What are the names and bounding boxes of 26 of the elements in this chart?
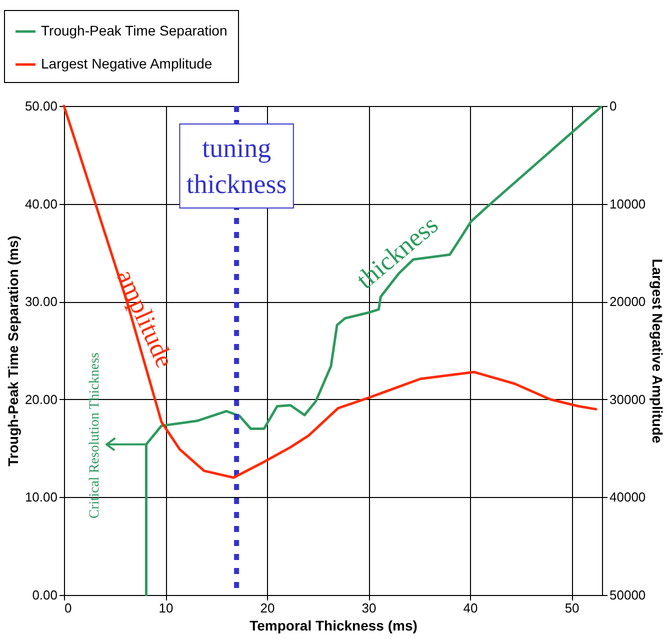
y-tick-label: 50.00 bbox=[24, 98, 58, 114]
y-tick-label: 40.00 bbox=[24, 196, 58, 212]
y2-tick-label: 50000 bbox=[610, 588, 646, 602]
x-tick-label: 40 bbox=[463, 600, 478, 616]
x-tick-label: 10 bbox=[158, 600, 174, 616]
y-tick-label: 10.00 bbox=[24, 490, 58, 505]
x-tick-label: 30 bbox=[362, 600, 376, 616]
annotation: Critical Resolution Thickness bbox=[88, 352, 103, 519]
y2-tick-label: 0 bbox=[610, 98, 617, 114]
x-tick-label: 0 bbox=[64, 600, 72, 616]
y2-tick-label: 20000 bbox=[610, 294, 646, 310]
x-tick-label: 20 bbox=[260, 600, 275, 616]
legend-label: Trough-Peak Time Separation bbox=[41, 22, 228, 38]
legend-label: Largest Negative Amplitude bbox=[41, 56, 212, 72]
y2-tick-label: 30000 bbox=[610, 392, 646, 407]
y-tick-label: 30.00 bbox=[24, 294, 58, 310]
y2-axis-title: Largest Negative Amplitude bbox=[650, 258, 666, 444]
line-series bbox=[62, 104, 598, 479]
y-tick-label: 20.00 bbox=[24, 392, 58, 407]
ref-line-label: tuning thickness bbox=[186, 133, 287, 199]
y2-tick-label: 40000 bbox=[610, 490, 646, 505]
x-tick-label: 50 bbox=[564, 600, 580, 616]
y2-tick-label: 10000 bbox=[610, 196, 646, 212]
y-tick-label: 0.00 bbox=[32, 588, 58, 602]
x-axis-title: Temporal Thickness (ms) bbox=[250, 618, 418, 634]
y-axis-title: Trough-Peak Time Separation (ms) bbox=[4, 236, 21, 466]
